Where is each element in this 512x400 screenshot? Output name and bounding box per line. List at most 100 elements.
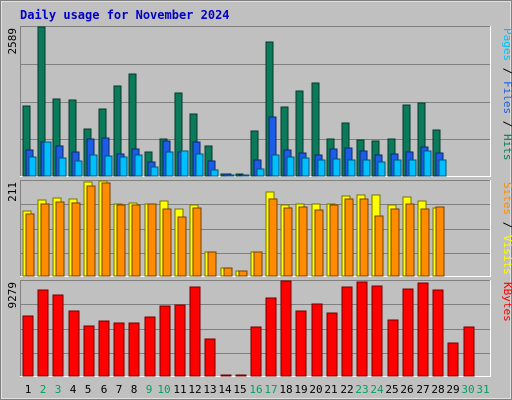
bar-kbytes-day-9 <box>144 316 156 377</box>
bar-kbytes-day-14 <box>220 374 232 377</box>
bar-pages-day-20 <box>317 159 326 177</box>
bar-kbytes-day-24 <box>371 285 383 377</box>
x-tick-label-day-20: 20 <box>309 383 322 396</box>
bar-kbytes-day-30 <box>463 326 475 377</box>
legend-label: KBytes <box>501 282 512 322</box>
bar-pages-day-5 <box>89 154 98 177</box>
x-tick-label-day-26: 26 <box>400 383 413 396</box>
bar-pages-day-28 <box>438 159 447 177</box>
bar-pages-day-18 <box>286 156 295 177</box>
x-tick-label-day-18: 18 <box>279 383 292 396</box>
bar-kbytes-day-12 <box>189 286 201 377</box>
chart-panels: 2589 Pages / Files / Hits 211 Sites / Visit… <box>6 26 512 377</box>
bar-pages-day-12 <box>195 153 204 177</box>
x-tick-label-day-5: 5 <box>85 383 92 396</box>
x-tick-label-day-11: 11 <box>173 383 186 396</box>
legend-entry: Files <box>501 81 512 114</box>
bar-sites-day-19 <box>298 206 308 277</box>
bar-pages-day-1 <box>28 156 37 177</box>
bar-sites-day-6 <box>101 182 111 277</box>
bar-kbytes-day-3 <box>52 294 64 377</box>
legend-entry: Hits <box>501 134 512 161</box>
bar-kbytes-day-1 <box>22 315 34 377</box>
x-tick-label-day-15: 15 <box>233 383 246 396</box>
bar-pages-day-22 <box>347 159 356 177</box>
bar-kbytes-day-10 <box>159 305 171 377</box>
bar-kbytes-day-5 <box>83 325 95 377</box>
legend-label: Sites / Visits <box>501 182 512 275</box>
bar-pages-day-15 <box>241 174 250 177</box>
bar-sites-day-7 <box>116 204 126 277</box>
bar-pages-day-27 <box>423 150 432 177</box>
bar-sites-day-8 <box>131 204 141 277</box>
bar-sites-day-15 <box>238 270 248 277</box>
bar-kbytes-day-11 <box>174 304 186 377</box>
x-axis-labels: 1 2 3 4 5 6 7 8 9 10 11 12 13 14 15 16 17 18 19 20 21 22 23 24 2… <box>25 383 490 396</box>
bar-sites-day-16 <box>253 251 263 277</box>
x-tick-label-day-30: 30 <box>461 383 474 396</box>
legend-entry: / <box>501 61 512 81</box>
bar-kbytes-day-29 <box>447 342 459 377</box>
legend-entry: Visits <box>501 235 512 275</box>
panel-hits: 2589 Pages / Files / Hits <box>6 26 512 177</box>
bar-kbytes-day-23 <box>356 281 368 377</box>
bar-pages-day-7 <box>119 156 128 177</box>
x-tick-label-day-13: 13 <box>203 383 216 396</box>
bar-kbytes-day-16 <box>250 326 262 377</box>
bar-sites-day-14 <box>223 267 233 277</box>
x-tick-label-day-12: 12 <box>188 383 201 396</box>
bar-kbytes-day-19 <box>295 310 307 377</box>
bar-sites-day-1 <box>25 213 35 277</box>
bar-kbytes-day-28 <box>432 289 444 377</box>
bar-sites-day-27 <box>420 208 430 277</box>
x-tick-label-day-24: 24 <box>370 383 384 396</box>
bar-sites-day-4 <box>71 202 81 277</box>
legend-entry: / <box>501 114 512 134</box>
bar-kbytes-day-17 <box>265 297 277 377</box>
bar-sites-day-2 <box>40 203 50 277</box>
bar-sites-day-23 <box>359 198 369 277</box>
x-tick-label-day-8: 8 <box>131 383 138 396</box>
x-tick-label-day-6: 6 <box>101 383 108 396</box>
bar-kbytes-day-6 <box>98 320 110 377</box>
bar-pages-day-6 <box>104 155 113 177</box>
bar-sites-day-22 <box>344 198 354 277</box>
bar-sites-day-21 <box>329 204 339 277</box>
bar-pages-day-13 <box>210 169 219 177</box>
bar-sites-day-3 <box>55 201 65 277</box>
bar-sites-day-28 <box>435 206 445 277</box>
bar-pages-day-21 <box>332 158 341 177</box>
bar-kbytes-day-21 <box>326 312 338 377</box>
bar-sites-day-11 <box>177 216 187 277</box>
bar-sites-day-9 <box>147 203 157 277</box>
bar-pages-day-10 <box>165 151 174 177</box>
bar-sites-day-12 <box>192 207 202 277</box>
bar-pages-day-2 <box>43 141 52 177</box>
x-tick-label-day-31: 31 <box>476 383 489 396</box>
x-tick-label-day-14: 14 <box>218 383 232 396</box>
bar-pages-day-11 <box>180 150 189 177</box>
y-max-label: 2589 <box>6 28 19 55</box>
panel-visits: 211 Sites / Visits <box>6 180 512 277</box>
x-tick-label-day-29: 29 <box>446 383 459 396</box>
bar-pages-day-26 <box>408 159 417 177</box>
x-tick-label-day-9: 9 <box>146 383 153 396</box>
bar-sites-day-24 <box>374 215 384 277</box>
bar-sites-day-26 <box>405 203 415 277</box>
bar-sites-day-18 <box>283 207 293 277</box>
x-tick-label-day-22: 22 <box>340 383 353 396</box>
legend-entry: Sites <box>501 182 512 215</box>
legend-label: Pages / Files / Hits <box>501 28 512 161</box>
bar-kbytes-day-18 <box>280 280 292 377</box>
x-tick-label-day-21: 21 <box>324 383 337 396</box>
bar-pages-day-24 <box>377 161 386 177</box>
x-tick-label-day-17: 17 <box>264 383 277 396</box>
bar-pages-day-3 <box>58 157 67 177</box>
bar-pages-day-16 <box>256 168 265 177</box>
bar-kbytes-day-25 <box>387 319 399 377</box>
x-tick-label-day-16: 16 <box>249 383 262 396</box>
bar-pages-day-4 <box>74 160 83 177</box>
legend-entry: Pages <box>501 28 512 61</box>
bar-sites-day-5 <box>86 185 96 277</box>
